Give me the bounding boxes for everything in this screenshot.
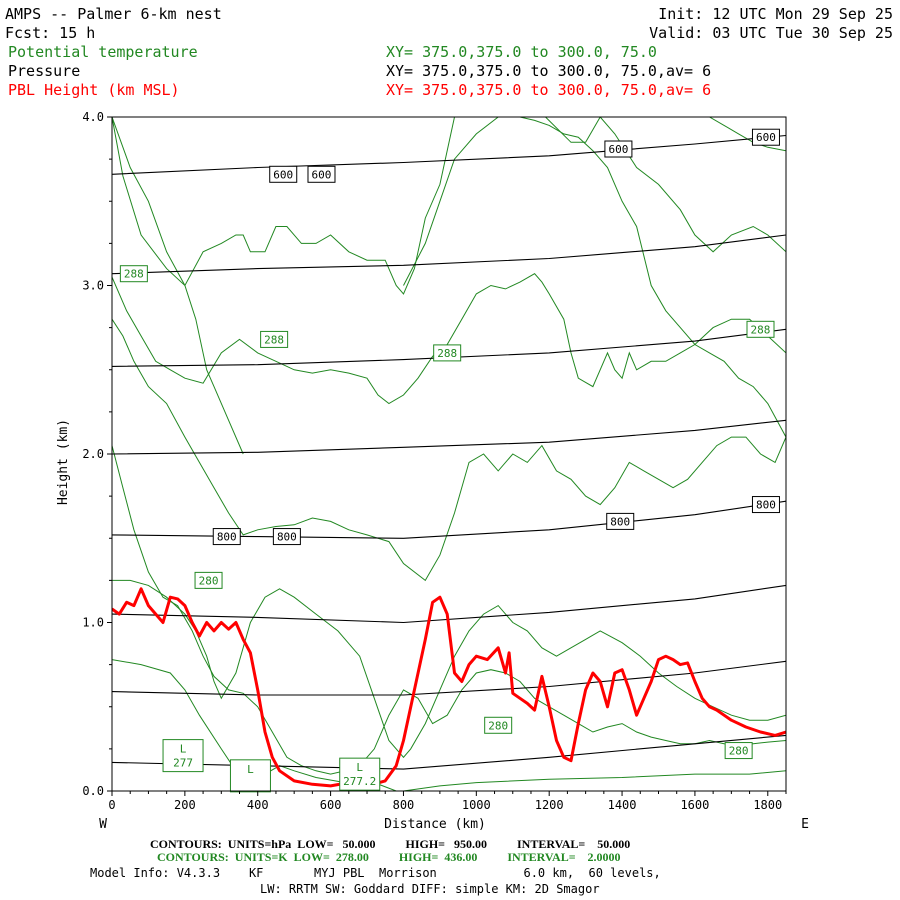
theta-contour-label: 280 [194, 571, 223, 589]
field-name-pressure: Pressure [8, 62, 80, 80]
low-marker-value: 277.2 [343, 775, 376, 788]
pressure-contour-label: 800 [751, 496, 780, 514]
svg-text:288: 288 [124, 268, 144, 281]
theta-contour-label: 280 [484, 716, 513, 734]
footer-physics-info: LW: RRTM SW: Goddard DIFF: simple KM: 2D… [260, 882, 600, 896]
low-marker-letter: L [180, 743, 187, 756]
theta-contour-line [403, 117, 513, 286]
x-tick-label: 400 [247, 798, 269, 812]
pressure-contour-line [112, 328, 786, 367]
y-tick-label: 2.0 [82, 447, 104, 461]
pbl-height-line [112, 587, 786, 788]
pressure-contour-line [112, 734, 786, 770]
pressure-contour-label: 600 [307, 165, 336, 183]
x-tick-label: 1000 [462, 798, 491, 812]
theta-contour-line [112, 117, 786, 438]
y-tick-label: 4.0 [82, 110, 104, 124]
footer-model-info: Model Info: V4.3.3 KF MYJ PBL Morrison 6… [90, 866, 661, 880]
x-tick-label: 800 [393, 798, 415, 812]
svg-text:800: 800 [217, 531, 237, 544]
x-tick-label: 1200 [535, 798, 564, 812]
svg-text:288: 288 [264, 333, 284, 346]
theta-contour-label: 288 [260, 330, 289, 348]
field-name-theta: Potential temperature [8, 43, 198, 61]
x-tick-label: 1400 [608, 798, 637, 812]
x-tick-label: 1600 [680, 798, 709, 812]
west-label: W [99, 817, 107, 832]
field-name-pbl: PBL Height (km MSL) [8, 81, 180, 99]
x-tick-label: 1800 [753, 798, 782, 812]
theta-contour-line [545, 117, 786, 253]
footer-theta-contours: CONTOURS: UNITS=K LOW= 278.00 HIGH= 436.… [157, 850, 621, 864]
theta-contour-label: 288 [119, 265, 148, 283]
pressure-contour-label: 800 [212, 528, 241, 546]
low-marker-value: 277 [173, 757, 193, 770]
y-tick-label: 1.0 [82, 616, 104, 630]
svg-text:288: 288 [751, 323, 771, 336]
svg-text:280: 280 [199, 574, 219, 587]
low-marker-letter: L [247, 763, 254, 776]
pressure-contour-line [112, 134, 786, 175]
y-tick-label: 3.0 [82, 279, 104, 293]
theta-contour-line [112, 445, 786, 775]
low-marker-letter: L [356, 761, 363, 774]
theta-contour-label: 288 [746, 320, 775, 338]
svg-text:288: 288 [437, 347, 457, 360]
svg-text:800: 800 [610, 515, 630, 528]
svg-text:600: 600 [608, 143, 628, 156]
pressure-contour-label: 800 [606, 512, 635, 530]
svg-text:800: 800 [756, 499, 776, 512]
theta-contour-line [709, 117, 786, 152]
pressure-contour-line [112, 419, 786, 455]
theta-contour-label: 280 [724, 742, 753, 760]
pressure-contour-label: 600 [751, 128, 780, 146]
theta-contour-line [403, 770, 786, 791]
x-tick-label: 600 [320, 798, 342, 812]
theta-contour-line [112, 579, 786, 759]
axis-ticks: 0 200 400 600 800 1000 1200 1400 1600 1800 0.0 1.0 2… [82, 110, 787, 812]
init-time: Init: 12 UTC Mon 29 Sep 25 [658, 5, 893, 23]
theta-contour-line [112, 318, 786, 582]
theta-contour-line [112, 117, 244, 455]
forecast-hour: Fcst: 15 h [5, 24, 95, 42]
pressure-contour-line [112, 234, 786, 275]
x-tick-label: 200 [174, 798, 196, 812]
field-xy-theta: XY= 375.0,375.0 to 300.0, 75.0 [386, 43, 657, 61]
theta-contour-line [112, 273, 786, 405]
pressure-contour-line [112, 584, 786, 624]
svg-text:800: 800 [277, 531, 297, 544]
east-label: E [801, 817, 809, 832]
y-axis-label: Height (km) [56, 419, 71, 505]
theta-contours [112, 117, 786, 791]
pressure-contour-label: 800 [272, 528, 301, 546]
field-xy-pressure: XY= 375.0,375.0 to 300.0, 75.0,av= 6 [386, 62, 711, 80]
svg-text:600: 600 [312, 168, 332, 181]
x-axis-label: Distance (km) [384, 817, 486, 832]
chart-title: AMPS -- Palmer 6-km nest [5, 5, 222, 23]
pressure-contour-label: 600 [604, 140, 633, 158]
y-tick-label: 0.0 [82, 784, 104, 798]
svg-text:600: 600 [756, 131, 776, 144]
svg-text:280: 280 [729, 745, 749, 758]
x-tick-label: 0 [108, 798, 115, 812]
valid-time: Valid: 03 UTC Tue 30 Sep 25 [649, 24, 893, 42]
footer-pressure-contours: CONTOURS: UNITS=hPa LOW= 50.000 HIGH= 95… [150, 837, 630, 851]
field-xy-pbl: XY= 375.0,375.0 to 300.0, 75.0,av= 6 [386, 81, 711, 99]
low-marker: L [229, 759, 271, 793]
contour-labels: 600 600 600 600 800 800 800 800 288 288 288 288 280 2… [119, 128, 780, 793]
svg-text:600: 600 [273, 168, 293, 181]
pbl-height-series [112, 587, 786, 788]
theta-contour-label: 288 [433, 344, 462, 362]
pressure-contour-line [112, 660, 786, 696]
svg-text:280: 280 [488, 719, 508, 732]
pressure-contour-label: 600 [269, 165, 298, 183]
